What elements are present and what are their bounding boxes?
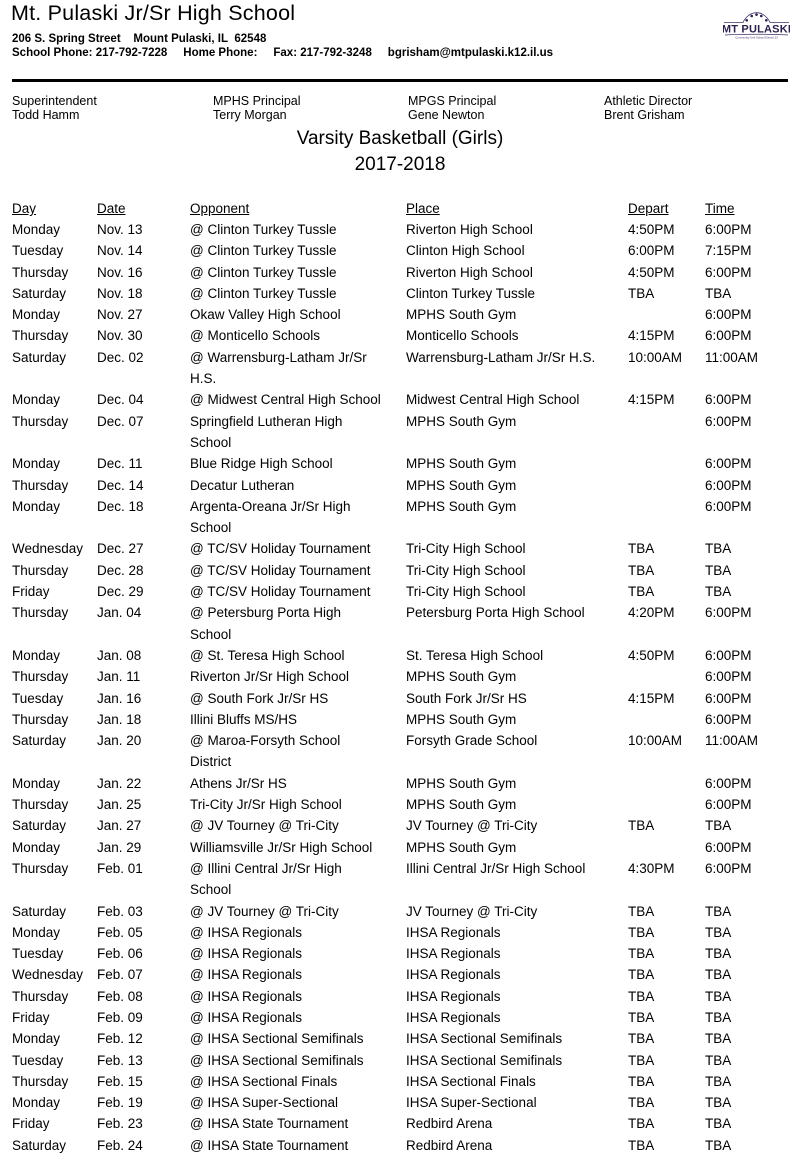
- svg-text:MT PULASKI: MT PULASKI: [723, 24, 790, 36]
- svg-text:Community Unit School District: Community Unit School District 23: [735, 36, 778, 40]
